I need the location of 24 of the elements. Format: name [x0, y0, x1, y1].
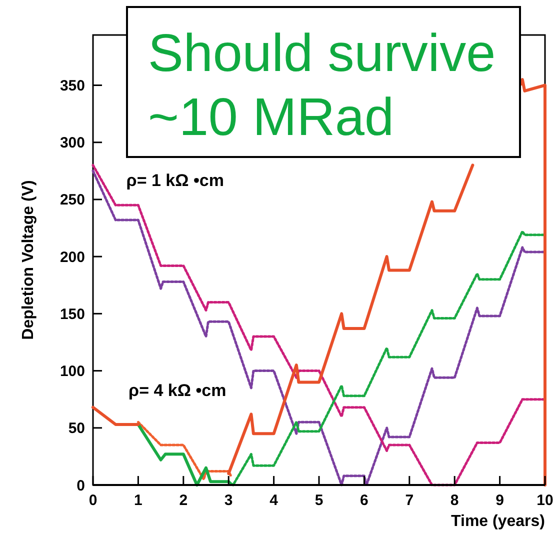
annotation: Should survive ~10 MRad — [148, 24, 496, 147]
annotation: ρ= 4 kΩ •cm — [128, 380, 226, 400]
x-tick-label: 0 — [88, 492, 98, 509]
y-tick-label: 50 — [68, 420, 85, 438]
x-tick-label: 9 — [496, 492, 504, 509]
y-tick-label: 200 — [60, 248, 85, 266]
y-tick-label: 100 — [60, 363, 85, 380]
x-tick-label: 2 — [179, 492, 188, 509]
y-tick-label: 250 — [60, 192, 85, 209]
annotation: ρ= 1 kΩ •cm — [126, 170, 224, 190]
x-tick-label: 5 — [314, 492, 324, 509]
y-tick-label: 0 — [76, 477, 85, 494]
y-tick-label: 300 — [60, 134, 85, 152]
x-tick-label: 7 — [405, 492, 414, 509]
x-tick-label: 1 — [134, 492, 142, 509]
x-axis-title: Time (years) — [451, 513, 545, 530]
x-tick-label: 10 — [536, 492, 554, 509]
y-axis-title: Depletion Voltage (V) — [20, 180, 37, 340]
y-tick-label: 350 — [60, 78, 85, 95]
x-tick-label: 3 — [224, 492, 233, 509]
y-tick-label: 150 — [60, 306, 85, 323]
x-tick-label: 8 — [450, 492, 459, 509]
x-tick-label: 4 — [270, 492, 279, 509]
x-tick-label: 6 — [360, 492, 368, 509]
